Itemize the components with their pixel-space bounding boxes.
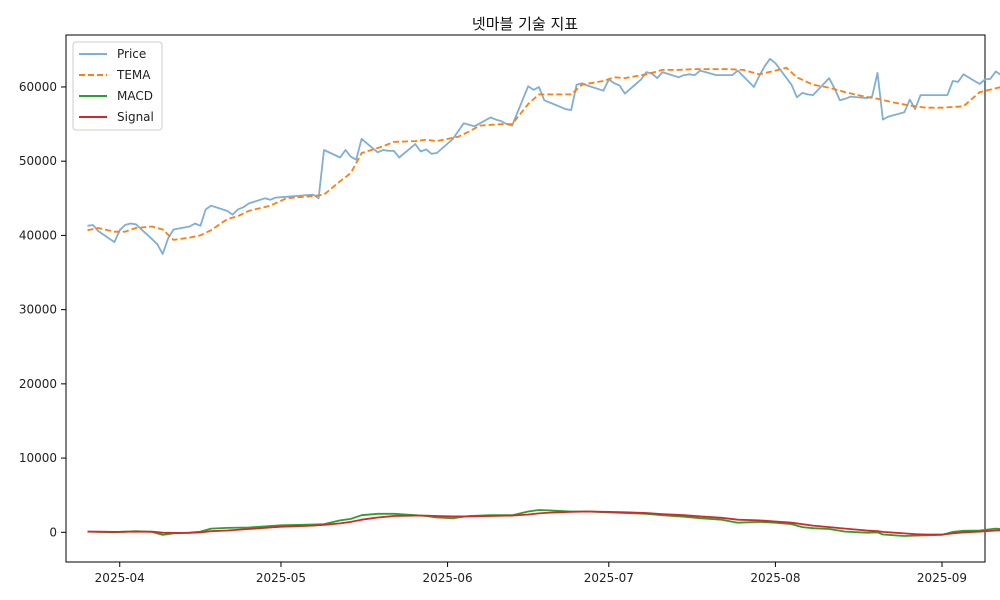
x-tick-label: 2025-05 — [256, 571, 306, 585]
x-tick-label: 2025-06 — [423, 571, 473, 585]
legend-label-price: Price — [117, 47, 146, 61]
x-tick-label: 2025-07 — [584, 571, 634, 585]
legend-label-tema: TEMA — [116, 68, 151, 82]
x-tick-label: 2025-08 — [750, 571, 800, 585]
y-tick-label: 30000 — [19, 303, 57, 317]
series-line-tema — [87, 66, 1000, 241]
y-tick-label: 40000 — [19, 228, 57, 242]
x-tick-label: 2025-09 — [917, 571, 967, 585]
chart-title: 넷마블 기술 지표 — [472, 15, 578, 33]
y-tick-label: 60000 — [19, 80, 57, 94]
y-axis: 0 10000 20000 30000 40000 50000 60000 — [19, 80, 66, 539]
y-tick-label: 50000 — [19, 154, 57, 168]
x-tick-label: 2025-04 — [95, 571, 145, 585]
plot-area — [65, 34, 986, 563]
series-line-signal — [87, 510, 1000, 536]
series-line-macd — [87, 509, 1000, 537]
y-tick-label: 0 — [49, 525, 57, 539]
y-tick-label: 20000 — [19, 377, 57, 391]
series-line-price — [87, 57, 1000, 255]
legend-label-macd: MACD — [117, 89, 153, 103]
legend: Price TEMA MACD Signal — [72, 41, 163, 131]
y-tick-label: 10000 — [19, 451, 57, 465]
series-layer — [87, 57, 1000, 537]
legend-label-signal: Signal — [117, 110, 154, 124]
legend-box — [72, 41, 163, 131]
x-axis: 2025-04 2025-05 2025-06 2025-07 2025-08 2025-… — [95, 562, 967, 585]
